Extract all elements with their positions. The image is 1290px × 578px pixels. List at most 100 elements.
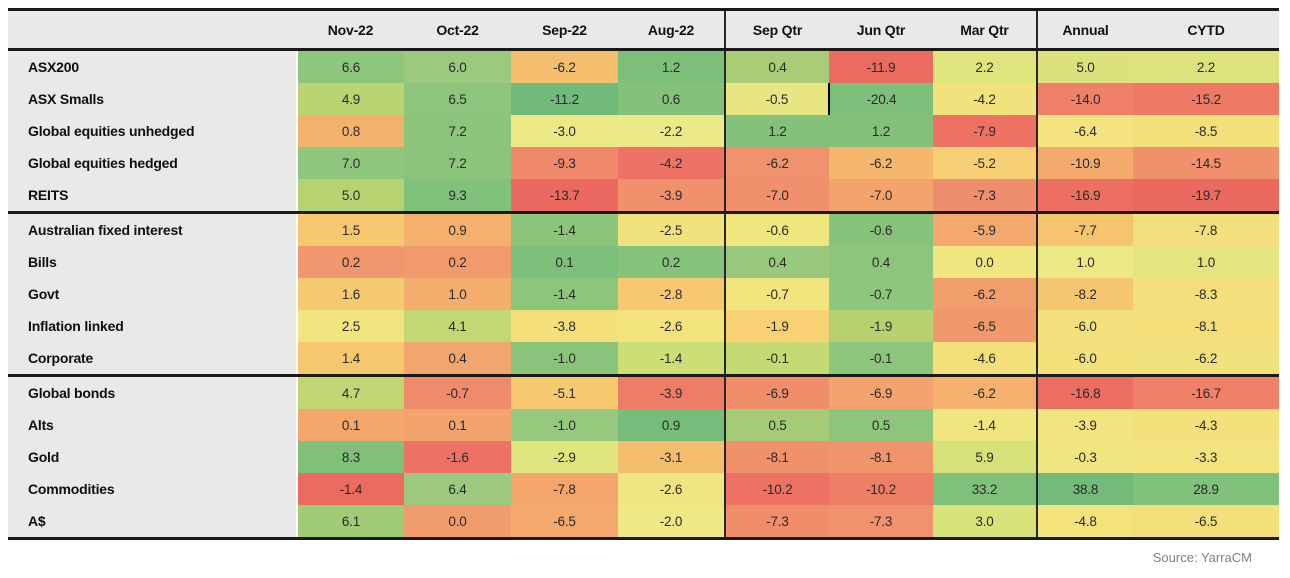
value-cell: -4.2: [618, 147, 726, 179]
value-cell: -0.3: [1037, 441, 1133, 473]
value-cell: 7.2: [404, 147, 511, 179]
value-cell: -6.5: [933, 310, 1038, 342]
row-label: Gold: [8, 441, 298, 473]
value-cell: -0.7: [725, 278, 829, 310]
column-header: Sep-22: [511, 8, 618, 51]
row-label: REITS: [8, 179, 298, 213]
value-cell: 2.2: [933, 49, 1038, 83]
value-cell: -0.6: [829, 211, 933, 246]
value-cell: -10.2: [829, 473, 933, 505]
value-cell: -14.5: [1133, 147, 1279, 179]
value-cell: 0.6: [618, 83, 726, 115]
value-cell: -5.2: [933, 147, 1038, 179]
value-cell: 1.2: [618, 49, 726, 83]
value-cell: 5.0: [1037, 49, 1133, 83]
value-cell: 1.6: [297, 278, 404, 310]
value-cell: -3.9: [1037, 409, 1133, 441]
table-row: REITS 5.0 9.3 -13.7 -3.9 -7.0 -7.0 -7.3 -16.9 -19…: [8, 179, 1279, 213]
value-cell: -16.8: [1037, 374, 1133, 409]
corner-cell: [8, 8, 297, 51]
table-row: Inflation linked 2.5 4.1 -3.8 -2.6 -1.9 -1.9 -6…: [8, 310, 1279, 342]
value-cell: -0.1: [829, 342, 933, 376]
value-cell: 38.8: [1037, 473, 1133, 505]
row-label: A$: [8, 505, 298, 540]
value-cell: 7.2: [404, 115, 511, 147]
source-note: Source: YarraCM: [1152, 550, 1252, 565]
value-cell: -5.1: [511, 374, 618, 409]
value-cell: 0.9: [618, 409, 726, 441]
value-cell: -7.8: [1133, 211, 1279, 246]
value-cell: 0.2: [404, 246, 511, 278]
value-cell: 0.1: [511, 246, 618, 278]
column-header: Aug-22: [618, 8, 726, 51]
value-cell: -2.5: [618, 211, 726, 246]
row-label: Global equities hedged: [8, 147, 298, 179]
value-cell: -10.9: [1037, 147, 1133, 179]
value-cell: -3.0: [511, 115, 618, 147]
value-cell: -3.8: [511, 310, 618, 342]
value-cell: 2.2: [1133, 49, 1279, 83]
value-cell: 0.4: [725, 49, 829, 83]
value-cell: -6.4: [1037, 115, 1133, 147]
value-cell: 6.0: [404, 49, 511, 83]
value-cell: -6.9: [829, 374, 933, 409]
table-body: ASX200 6.6 6.0 -6.2 1.2 0.4 -11.9 2.2 5.0 2.2 ASX …: [8, 49, 1279, 540]
value-cell: -2.6: [618, 473, 726, 505]
returns-heatmap-table: Nov-22 Oct-22 Sep-22 Aug-22 Sep Qtr Jun Qtr Ma…: [8, 8, 1279, 565]
value-cell: 1.0: [404, 278, 511, 310]
value-cell: 6.5: [404, 83, 511, 115]
header-row: Nov-22 Oct-22 Sep-22 Aug-22 Sep Qtr Jun Qtr Ma…: [8, 8, 1279, 51]
value-cell: -5.9: [933, 211, 1038, 246]
value-cell: -0.6: [725, 211, 829, 246]
row-label: Bills: [8, 246, 298, 278]
value-cell: 1.5: [297, 211, 404, 246]
value-cell: -7.0: [725, 179, 829, 213]
value-cell: -3.9: [618, 179, 726, 213]
table-row: Corporate 1.4 0.4 -1.0 -1.4 -0.1 -0.1 -4.6 -6.0-…: [8, 342, 1279, 376]
value-cell: -7.3: [829, 505, 933, 540]
value-cell: -19.7: [1133, 179, 1279, 213]
row-label: Inflation linked: [8, 310, 298, 342]
table-row: Global equities hedged 7.0 7.2 -9.3 -4.2 -6.2…: [8, 147, 1279, 179]
table-row: Gold 8.3 -1.6 -2.9 -3.1 -8.1 -8.1 5.9 -0.3 -3.3: [8, 441, 1279, 473]
value-cell: -16.9: [1037, 179, 1133, 213]
value-cell: 0.2: [297, 246, 404, 278]
value-cell: -1.0: [511, 409, 618, 441]
value-cell: -4.6: [933, 342, 1038, 376]
value-cell: -7.8: [511, 473, 618, 505]
value-cell: -1.0: [511, 342, 618, 376]
table-row: Commodities -1.4 6.4 -7.8 -2.6 -10.2 -10.2 33.2…: [8, 473, 1279, 505]
value-cell: -6.5: [511, 505, 618, 540]
value-cell: -2.0: [618, 505, 726, 540]
value-cell: -2.6: [618, 310, 726, 342]
value-cell: 2.5: [297, 310, 404, 342]
asset-returns-table: Nov-22 Oct-22 Sep-22 Aug-22 Sep Qtr Jun Qtr Ma…: [8, 8, 1279, 540]
value-cell: 0.5: [725, 409, 829, 441]
table-row: Australian fixed interest 1.5 0.9 -1.4 -2.5-…: [8, 211, 1279, 246]
value-cell: -14.0: [1037, 83, 1133, 115]
value-cell: 9.3: [404, 179, 511, 213]
value-cell: -16.7: [1133, 374, 1279, 409]
value-cell: -7.3: [933, 179, 1038, 213]
value-cell: -1.4: [933, 409, 1038, 441]
value-cell: 3.0: [933, 505, 1038, 540]
value-cell: -6.2: [829, 147, 933, 179]
value-cell: -8.5: [1133, 115, 1279, 147]
value-cell: -2.8: [618, 278, 726, 310]
value-cell: 1.0: [1133, 246, 1279, 278]
row-label: Commodities: [8, 473, 298, 505]
row-label: ASX Smalls: [8, 83, 298, 115]
column-header: Mar Qtr: [933, 8, 1038, 51]
value-cell: -15.2: [1133, 83, 1279, 115]
value-cell: -1.4: [297, 473, 404, 505]
row-label: ASX200: [8, 49, 298, 83]
value-cell: -0.5: [725, 83, 829, 115]
value-cell: -8.2: [1037, 278, 1133, 310]
value-cell: -8.1: [725, 441, 829, 473]
value-cell: -6.9: [725, 374, 829, 409]
value-cell: -6.2: [933, 374, 1038, 409]
column-header: CYTD: [1133, 8, 1279, 51]
value-cell: 7.0: [297, 147, 404, 179]
value-cell: 6.4: [404, 473, 511, 505]
value-cell: -1.6: [404, 441, 511, 473]
